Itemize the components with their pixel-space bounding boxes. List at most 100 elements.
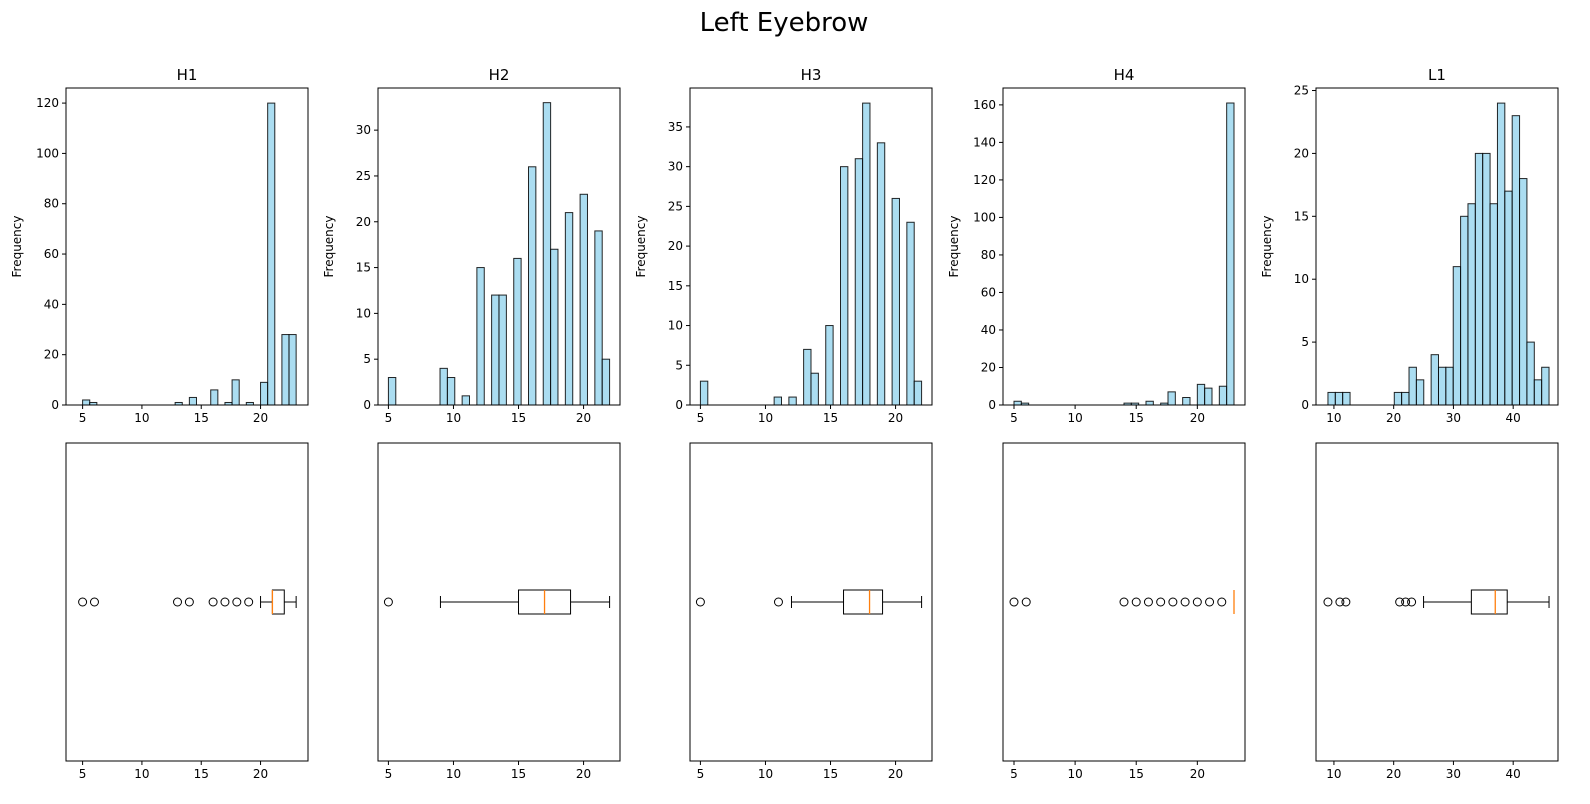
- histogram-bar: [810, 372, 819, 406]
- panel-title: H3: [801, 66, 822, 84]
- histogram-bar: [1511, 115, 1521, 406]
- y-tick-label: 25: [356, 169, 371, 183]
- histogram-bars: [387, 102, 611, 406]
- histogram-bar: [876, 142, 886, 406]
- x-tick-label: 10: [1067, 411, 1082, 425]
- x-tick-label: 15: [194, 411, 209, 425]
- axes-frame: [1315, 442, 1559, 762]
- histogram-bar: [1401, 391, 1410, 406]
- histogram-bar: [1342, 391, 1351, 406]
- outlier-point: [1205, 597, 1215, 607]
- box-iqr: [843, 589, 884, 615]
- histogram-bar: [862, 102, 871, 406]
- histogram-h4: 5 10 15 20 0 20 40 60 80 100 120 140 160 H4 Frequency: [947, 66, 1246, 425]
- histogram-bar: [1013, 400, 1022, 406]
- y-tick-label: 0: [675, 398, 683, 412]
- x-tick-label: 20: [253, 767, 268, 781]
- y-tick-label: 140: [973, 135, 996, 149]
- y-tick-label: 30: [356, 123, 371, 137]
- histogram-bar: [1489, 203, 1498, 406]
- axes-frame: [1002, 87, 1246, 406]
- histogram-bar: [387, 377, 397, 406]
- histogram-bar: [913, 380, 923, 406]
- outlier-point: [695, 597, 705, 607]
- histogram-bar: [550, 248, 559, 406]
- histogram-bar: [288, 334, 297, 406]
- histogram-bar: [1533, 379, 1543, 406]
- y-tick-label: 60: [981, 285, 996, 299]
- outlier-point: [1192, 597, 1202, 607]
- histogram-bar: [564, 212, 574, 406]
- x-tick-label: 5: [385, 411, 393, 425]
- x-tick-label: 5: [697, 767, 705, 781]
- outlier-point: [89, 597, 99, 607]
- outlier-point: [1009, 597, 1019, 607]
- histogram-l1: 10 20 30 40 0 5 10 15 20 25 L1 Frequency: [1260, 66, 1559, 425]
- histogram-bar: [513, 257, 522, 406]
- axes-frame: [689, 442, 933, 762]
- y-tick-label: 10: [668, 319, 683, 333]
- outlier-point: [1335, 597, 1345, 607]
- outlier-point: [383, 597, 393, 607]
- y-tick-label: 80: [44, 197, 59, 211]
- histogram-bar: [188, 396, 197, 406]
- histogram-bar: [267, 102, 276, 406]
- y-axis-label: Frequency: [947, 216, 961, 278]
- histogram-bar: [1167, 391, 1176, 406]
- x-tick-label: 5: [79, 411, 87, 425]
- panel-title: L1: [1428, 66, 1446, 84]
- histogram-bar: [1437, 366, 1447, 406]
- y-axis-label: Frequency: [1260, 216, 1274, 278]
- histogram-bar: [231, 379, 240, 406]
- histogram-bar: [542, 102, 552, 406]
- y-tick-label: 25: [668, 199, 683, 213]
- histogram-bar: [1415, 379, 1425, 406]
- histogram-bar: [840, 166, 849, 406]
- outlier-point: [1131, 597, 1141, 607]
- y-axis-label: Frequency: [322, 216, 336, 278]
- outlier-point: [1119, 597, 1129, 607]
- y-tick-label: 80: [981, 248, 996, 262]
- histogram-bar: [579, 193, 588, 406]
- histogram-bar: [803, 348, 812, 406]
- x-tick-label: 5: [385, 767, 393, 781]
- boxplot-h2: 5 10 15 20: [377, 442, 621, 781]
- histogram-bar: [498, 294, 507, 406]
- y-tick-label: 0: [363, 398, 371, 412]
- y-tick-label: 40: [44, 297, 59, 311]
- histogram-bar: [281, 334, 290, 406]
- x-tick-label: 20: [1190, 411, 1205, 425]
- boxplot-l1: 10 20 30 40: [1315, 442, 1559, 781]
- histogram-bar: [1145, 400, 1154, 406]
- panel-title: H1: [177, 66, 198, 84]
- histogram-bar: [854, 158, 864, 406]
- x-tick-label: 40: [1506, 767, 1521, 781]
- x-tick-label: 15: [511, 411, 526, 425]
- histogram-bar: [1182, 397, 1191, 406]
- histogram-bars: [82, 102, 297, 406]
- x-tick-label: 15: [1129, 411, 1144, 425]
- y-tick-label: 35: [668, 120, 683, 134]
- x-tick-label: 15: [1129, 767, 1144, 781]
- boxplot-h4: 5 10 15 20: [1002, 442, 1246, 781]
- histogram-bar: [476, 267, 485, 406]
- y-tick-label: 15: [356, 261, 371, 275]
- outlier-point: [232, 597, 242, 607]
- panel-title: H2: [489, 66, 510, 84]
- y-tick-label: 5: [363, 352, 371, 366]
- outlier-point: [1180, 597, 1190, 607]
- histogram-bar: [1504, 190, 1513, 406]
- histogram-bar: [1467, 203, 1476, 406]
- histogram-bar: [906, 221, 915, 406]
- outlier-point: [244, 597, 254, 607]
- histogram-bar: [82, 399, 91, 406]
- y-axis-label: Frequency: [634, 216, 648, 278]
- outlier-point: [220, 597, 230, 607]
- outlier-point: [1143, 597, 1153, 607]
- x-tick-label: 20: [253, 411, 268, 425]
- histogram-bar: [260, 381, 269, 406]
- outlier-point: [173, 597, 183, 607]
- outlier-point: [208, 597, 218, 607]
- histogram-bar: [1327, 391, 1336, 406]
- y-axis-label: Frequency: [10, 216, 24, 278]
